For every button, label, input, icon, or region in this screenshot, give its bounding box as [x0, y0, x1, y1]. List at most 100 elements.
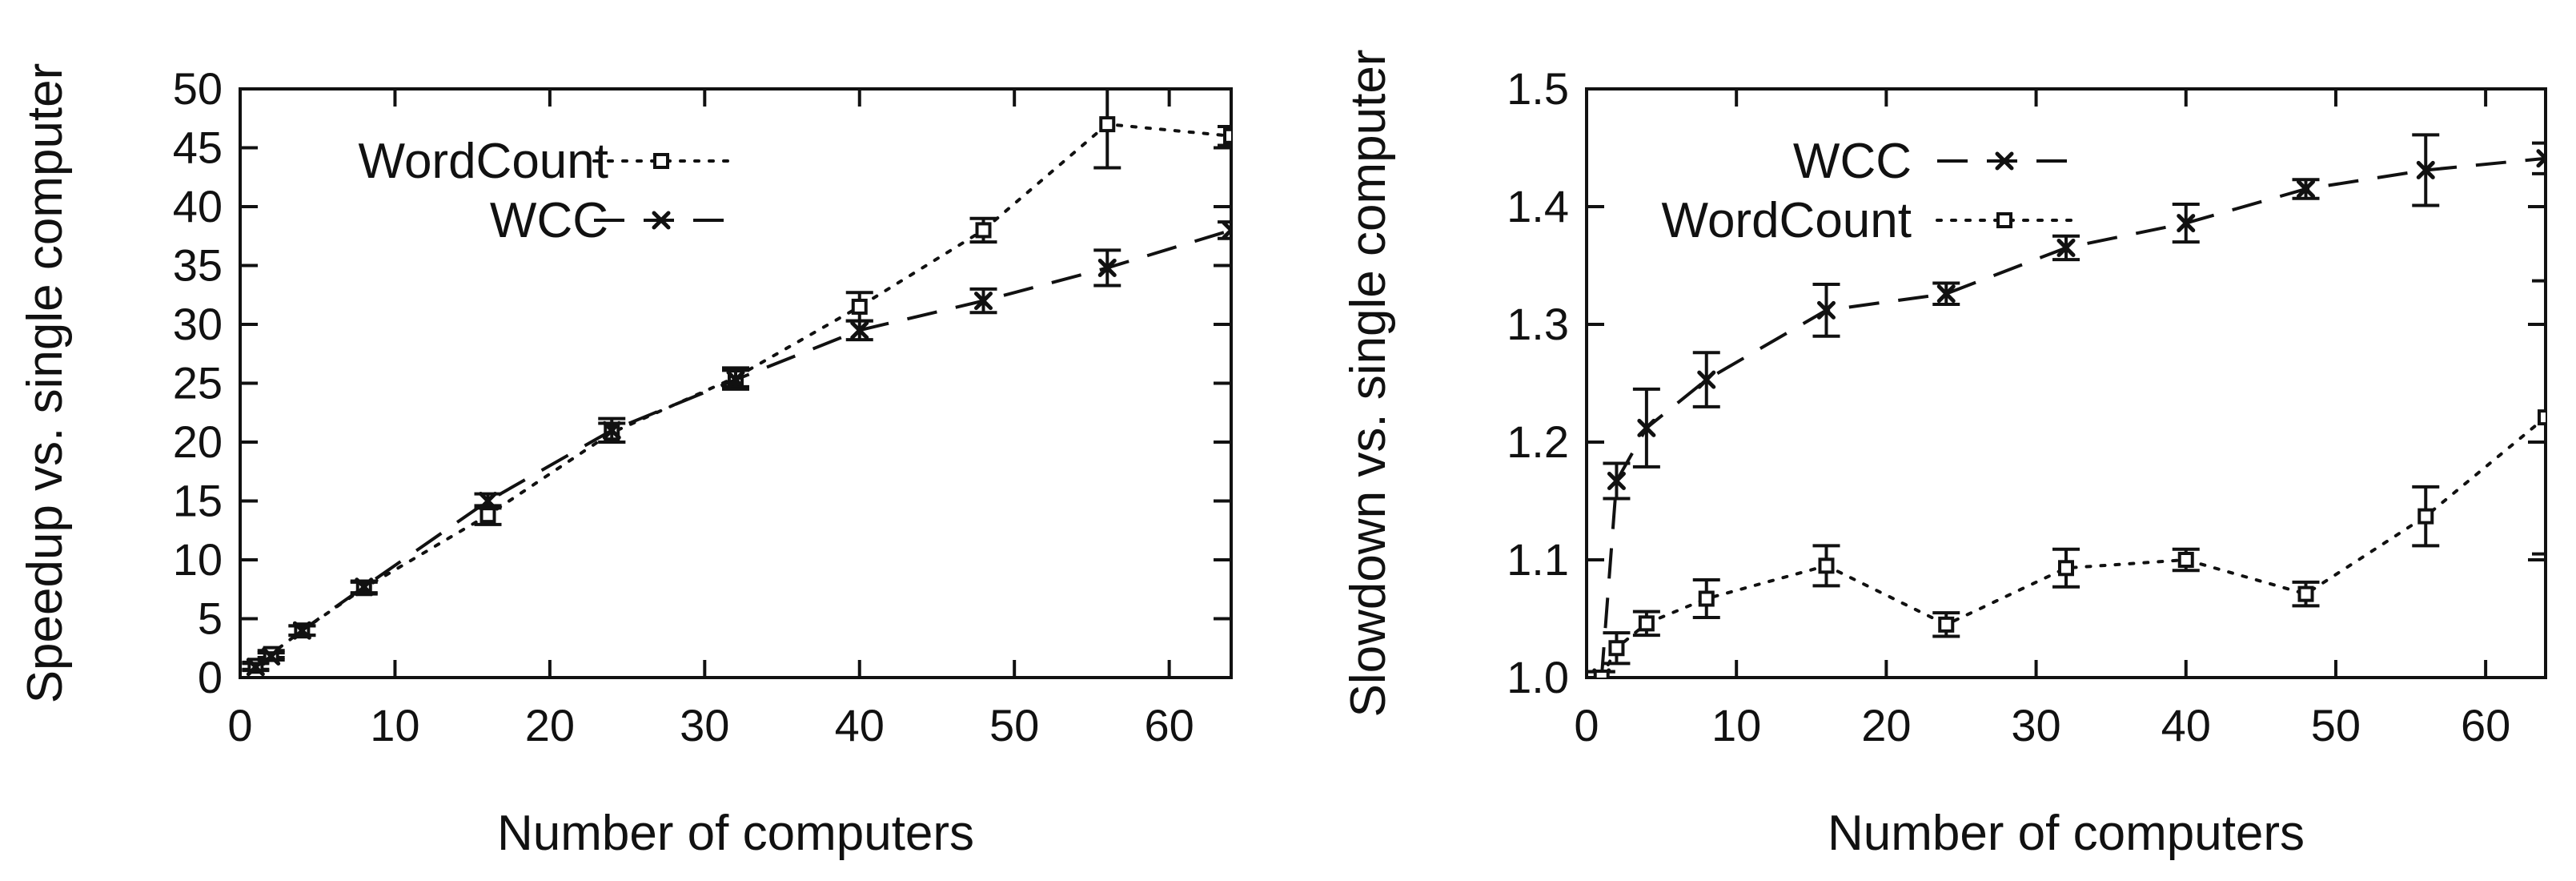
data-point-stroke-b [292, 621, 311, 640]
data-point [1698, 590, 1715, 607]
legend-marker-stroke-b [1995, 151, 2014, 171]
data-point [1593, 670, 1610, 678]
data-point [246, 658, 265, 677]
y-tick-label: 1.0 [1507, 652, 1569, 702]
data-point-stroke-b [1607, 472, 1626, 491]
legend-marker [1995, 151, 2014, 171]
data-point [2536, 149, 2546, 168]
legend-marker [1996, 212, 2012, 228]
legend-label: WordCount [1662, 193, 1912, 248]
x-tick-label: 60 [2461, 700, 2510, 750]
y-tick-label: 1.4 [1507, 181, 1569, 231]
data-point [1223, 127, 1231, 144]
plot-area [1587, 133, 2546, 678]
data-point [2056, 238, 2076, 257]
y-tick-label: 35 [173, 240, 223, 291]
data-point-stroke-b [2056, 238, 2076, 257]
data-point [1817, 300, 1836, 320]
data-point [1099, 116, 1116, 133]
data-point-stroke-b [262, 647, 281, 666]
data-point [1936, 284, 1956, 304]
data-point-stroke-b [1697, 370, 1716, 389]
data-point [2416, 160, 2435, 179]
data-point-stroke-b [246, 658, 265, 677]
slowdown-chart: 1.0 1.1 1.2 1.3 1.4 1.5 0 10 20 30 40 50 60 Number of… [1341, 50, 2547, 861]
legend-marker [652, 211, 671, 230]
legend-marker-stroke-b [652, 211, 671, 230]
y-tick-label: 40 [173, 181, 223, 231]
y-tick-label: 1.3 [1507, 299, 1569, 349]
data-point [1097, 258, 1117, 277]
y-tick-label: 1.1 [1507, 534, 1569, 585]
data-point [2538, 409, 2546, 426]
x-tick-label: 30 [2011, 700, 2060, 750]
data-point [355, 577, 374, 597]
x-axis-label: Number of computers [1828, 806, 2305, 861]
legend-label: WCC [1793, 134, 1912, 189]
data-point [1637, 418, 1656, 437]
legend-marker [653, 153, 669, 169]
data-point-stroke-b [1817, 300, 1836, 320]
series-line-wcc [255, 228, 1231, 669]
data-point [1222, 220, 1231, 239]
y-axis-label: Speedup vs. single computer [18, 63, 73, 704]
data-point-stroke-b [1222, 227, 1231, 239]
x-tick-label: 30 [680, 700, 729, 750]
data-point-stroke-b [2297, 179, 2315, 199]
data-point [479, 492, 497, 510]
x-tick-label: 0 [1574, 700, 1599, 750]
data-point [726, 370, 745, 389]
x-tick-label: 40 [835, 700, 885, 750]
y-tick-label: 30 [173, 299, 223, 349]
data-point [1608, 640, 1625, 657]
data-point-stroke-b [726, 370, 745, 389]
data-point-stroke-b [1637, 418, 1656, 437]
plot-area [242, 89, 1231, 677]
data-point-stroke-b [2416, 160, 2435, 179]
data-point [602, 420, 621, 440]
y-tick-label: 50 [173, 63, 223, 114]
data-point-stroke-b [974, 292, 993, 311]
data-point-stroke-b [479, 492, 497, 510]
x-tick-label: 20 [1861, 700, 1911, 750]
data-point-stroke-b [1097, 258, 1117, 277]
x-tick-label: 60 [1144, 700, 1194, 750]
x-tick-label: 50 [2311, 700, 2361, 750]
legend-label: WordCount [359, 134, 608, 189]
y-tick-label: 5 [198, 593, 223, 644]
data-point [850, 320, 869, 340]
data-point-stroke-a [1222, 220, 1231, 233]
x-tick-label: 10 [1711, 700, 1761, 750]
data-point [2297, 585, 2314, 602]
data-point [2177, 214, 2196, 233]
data-point [2418, 508, 2434, 525]
data-point-stroke-b [1936, 284, 1956, 304]
y-tick-label: 10 [173, 534, 223, 585]
y-axis-label: Slowdown vs. single computer [1341, 50, 1396, 718]
data-point [1638, 615, 1655, 632]
data-point-stroke-b [2536, 155, 2546, 168]
data-point [479, 507, 496, 524]
y-tick-label: 20 [173, 416, 223, 467]
series-line-wcc [1599, 156, 2546, 678]
y-tick-label: 45 [173, 123, 223, 173]
data-point [975, 222, 992, 239]
y-tick-label: 25 [173, 358, 223, 408]
legend-label: WCC [490, 193, 608, 248]
data-point [1818, 557, 1835, 574]
series-line-wordcount [254, 123, 1231, 668]
data-point [2058, 560, 2074, 577]
x-tick-label: 20 [525, 700, 575, 750]
y-tick-label: 0 [198, 652, 223, 702]
data-point-stroke-b [355, 577, 374, 597]
data-point [292, 621, 311, 640]
x-axis-label: Number of computers [497, 806, 974, 861]
data-point-stroke-b [2177, 214, 2196, 233]
data-point [1697, 370, 1716, 389]
x-tick-label: 0 [227, 700, 252, 750]
x-tick-label: 10 [370, 700, 419, 750]
speedup-chart: 0 5 10 15 20 25 30 35 40 45 50 0 10 20 30 40 50 60 Number … [18, 63, 1233, 861]
data-point [974, 292, 993, 311]
